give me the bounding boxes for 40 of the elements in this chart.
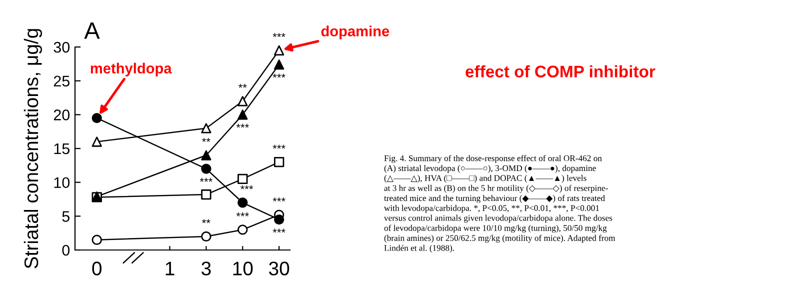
x-tick-label: 30 <box>268 262 290 276</box>
annotation: *** <box>272 74 286 78</box>
point <box>274 156 284 168</box>
point <box>92 136 102 147</box>
point <box>274 45 284 56</box>
y-tick-label: 20 <box>54 110 70 120</box>
x-tick-label: 3 <box>202 262 211 276</box>
text: A <box>84 22 100 39</box>
annotation: *** <box>200 178 212 182</box>
annotation: methyldopa <box>90 62 172 76</box>
point <box>274 60 284 70</box>
x-tick-label: 1 <box>166 262 174 276</box>
point <box>238 110 248 120</box>
y-tick-label: 30 <box>54 42 70 53</box>
point <box>201 150 212 160</box>
annotation: *** <box>272 144 286 149</box>
annotation: dopamine <box>321 26 390 40</box>
y-tick-label: 15 <box>54 144 70 154</box>
y-tick-label: 0 <box>62 244 70 256</box>
annotation: *** <box>272 198 286 202</box>
annotation: *** <box>272 33 286 38</box>
annotation: ** <box>202 138 210 142</box>
annotation: ** <box>238 84 247 88</box>
annotation: ** <box>202 219 210 224</box>
annotation: *** <box>272 228 286 233</box>
annotation: *** <box>236 124 249 128</box>
x-tick-label: 10 <box>233 262 253 276</box>
annotation: *** <box>236 212 249 216</box>
x-tick-label: 0 <box>92 262 102 276</box>
point <box>238 96 248 106</box>
point <box>201 189 212 200</box>
point <box>238 174 248 184</box>
annotation: *** <box>240 185 254 190</box>
text: effect of COMP inhibitor <box>466 65 656 78</box>
text: Fig. 4. Summary of the dose-response effect of oral OR-462 on (A) striatal levodopa (○——○), 3-OMD (●——●), dopamine (△——△), HVA (□——□) and DOPAC (▲——▲) levels at 3 hr as well as (B) on the 5 hr motility (◇——◇) of reserpine- treated mice and the turning behaviour (◆——◆) of rats treated with levodopa/carbidopa. *, P<0.05, **, P<0.01, ***, P<0.001 versus control animals given levodopa/carbidopa alone. The doses of levodopa/carbidopa were 10/10 mg/kg (turning), 50/50 mg/kg (brain amines) or 250/62.5 mg/kg (motility of mice). Adapted from Lindén et al. (1988). <box>384 155 616 253</box>
point <box>201 123 212 134</box>
y-tick-label: 5 <box>62 211 70 222</box>
y-tick-label: 10 <box>54 177 70 188</box>
y-axis-title: Striatal concentrations, μg/g <box>24 29 42 268</box>
y-tick-label: 25 <box>54 76 70 87</box>
